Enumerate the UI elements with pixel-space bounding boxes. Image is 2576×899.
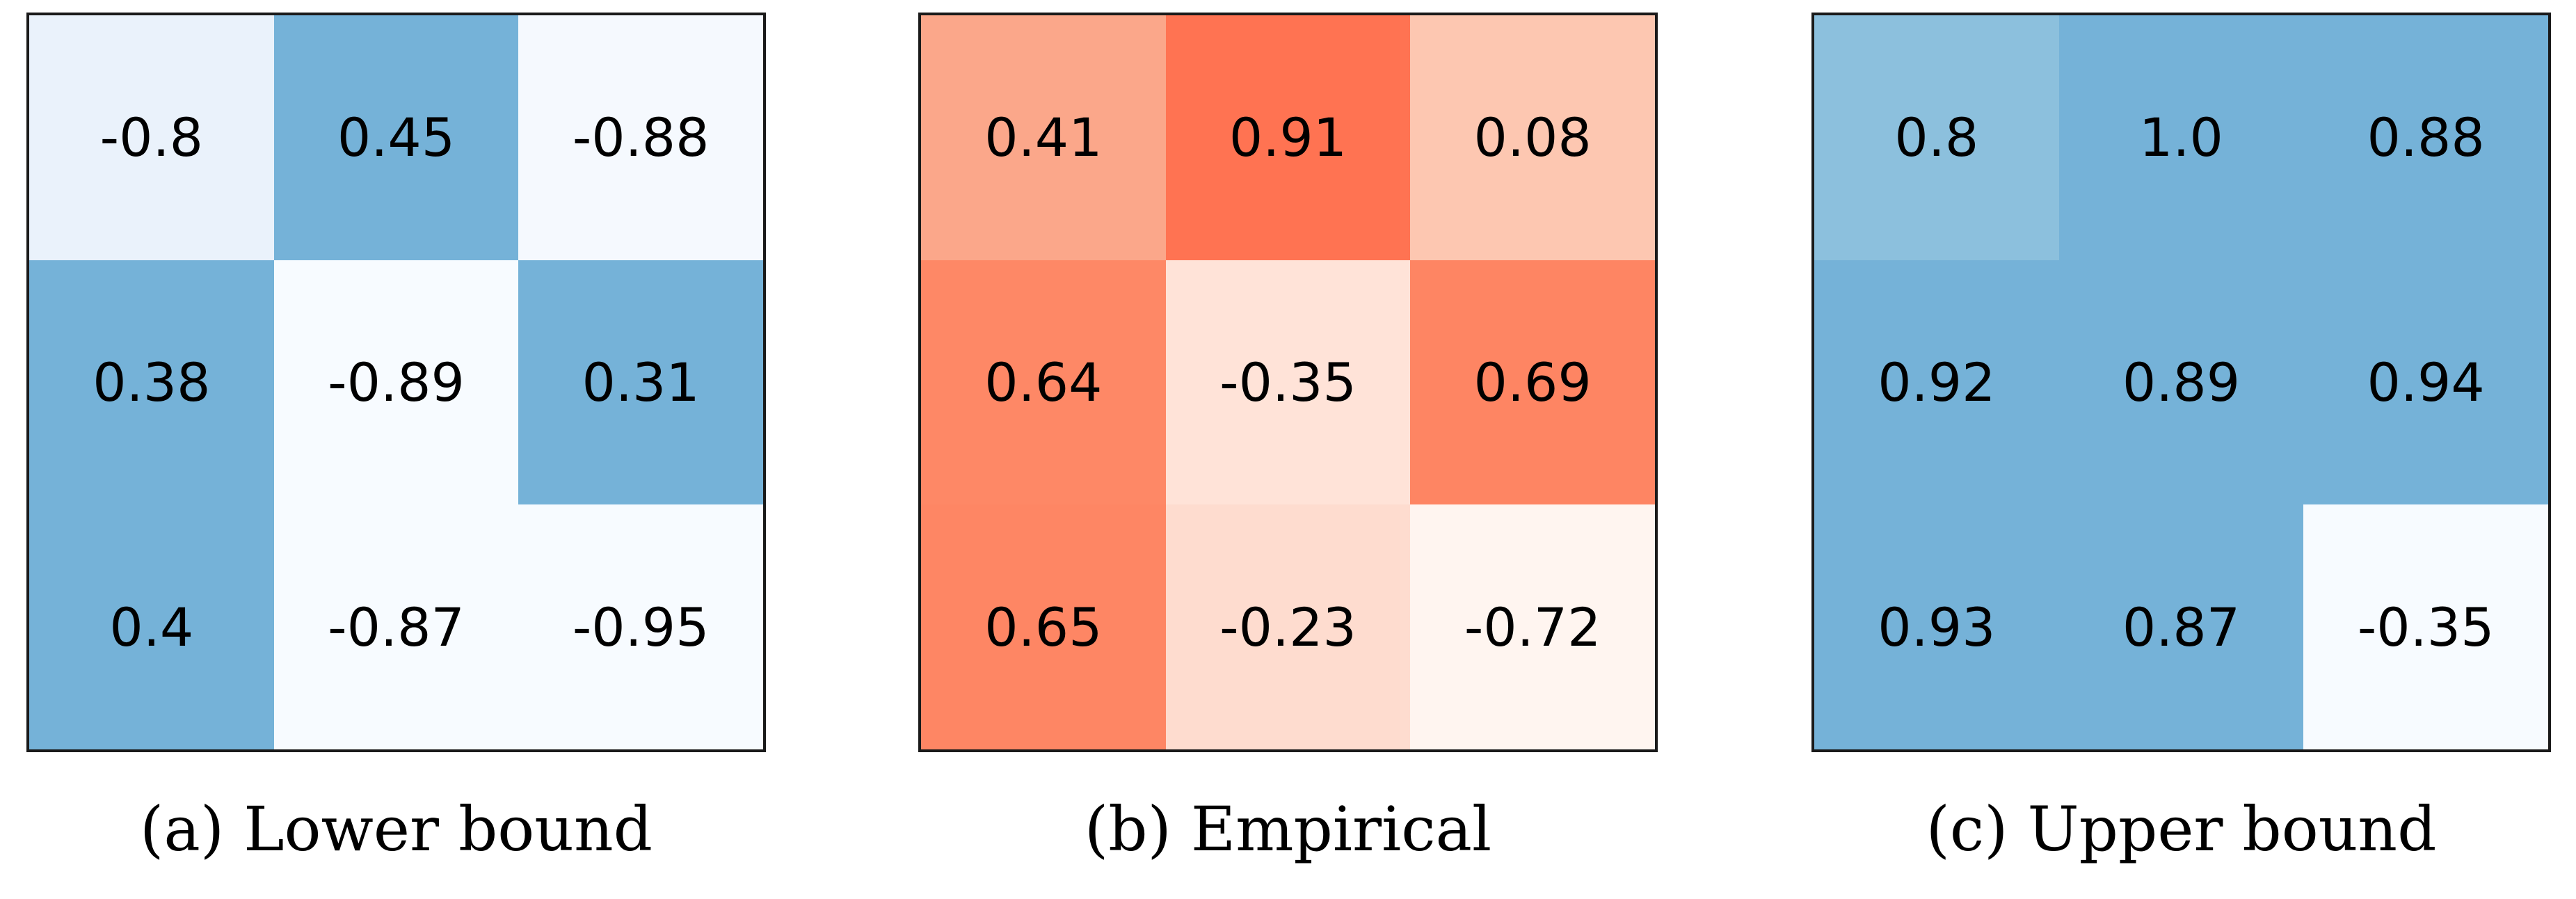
heatmap-cell-r1-c1: -0.35	[1165, 260, 1411, 505]
heatmap-cell-r1-c0: 0.64	[921, 260, 1166, 505]
heatmap-cell-r2-c0: 0.65	[921, 504, 1166, 749]
heatmap-cell-r1-c1: 0.89	[2058, 260, 2304, 505]
heatmap-lower-bound: -0.8 0.45 -0.88 0.38 -0.89 0.31 0.4 -0.87 -0.95	[26, 13, 766, 752]
heatmap-cell-r0-c2: -0.88	[518, 15, 763, 260]
heatmap-empirical: 0.41 0.91 0.08 0.64 -0.35 0.69 0.65 -0.23 -0.72	[918, 13, 1658, 752]
caption-empirical: (b) Empirical	[1084, 793, 1492, 865]
heatmap-cell-r2-c2: -0.95	[518, 504, 763, 749]
heatmap-cell-r1-c1: -0.89	[273, 260, 519, 505]
heatmap-cell-r2-c1: -0.23	[1165, 504, 1411, 749]
heatmap-cell-r1-c0: 0.92	[1814, 260, 2059, 505]
heatmap-cell-r0-c0: -0.8	[29, 15, 274, 260]
heatmap-cell-r2-c1: -0.87	[273, 504, 519, 749]
heatmap-cell-r0-c0: 0.8	[1814, 15, 2059, 260]
caption-lower-bound: (a) Lower bound	[140, 793, 653, 865]
heatmap-cell-r0-c2: 0.08	[1410, 15, 1655, 260]
heatmap-cell-r1-c2: 0.31	[518, 260, 763, 505]
heatmap-grid: 0.8 1.0 0.88 0.92 0.89 0.94 0.93 0.87 -0.35	[1814, 15, 2548, 749]
heatmap-cell-r1-c0: 0.38	[29, 260, 274, 505]
heatmap-cell-r2-c2: -0.35	[2303, 504, 2548, 749]
heatmap-cell-r2-c0: 0.93	[1814, 504, 2059, 749]
heatmap-cell-r1-c2: 0.94	[2303, 260, 2548, 505]
heatmap-cell-r2-c1: 0.87	[2058, 504, 2304, 749]
heatmap-cell-r1-c2: 0.69	[1410, 260, 1655, 505]
heatmap-cell-r0-c0: 0.41	[921, 15, 1166, 260]
heatmap-cell-r0-c2: 0.88	[2303, 15, 2548, 260]
heatmap-cell-r2-c0: 0.4	[29, 504, 274, 749]
heatmap-upper-bound: 0.8 1.0 0.88 0.92 0.89 0.94 0.93 0.87 -0.35	[1811, 13, 2551, 752]
heatmap-cell-r0-c1: 0.91	[1165, 15, 1411, 260]
heatmap-cell-r0-c1: 1.0	[2058, 15, 2304, 260]
heatmap-grid: -0.8 0.45 -0.88 0.38 -0.89 0.31 0.4 -0.87 -0.95	[29, 15, 763, 749]
heatmap-cell-r0-c1: 0.45	[273, 15, 519, 260]
heatmap-cell-r2-c2: -0.72	[1410, 504, 1655, 749]
heatmap-grid: 0.41 0.91 0.08 0.64 -0.35 0.69 0.65 -0.23 -0.72	[921, 15, 1655, 749]
caption-upper-bound: (c) Upper bound	[1926, 793, 2437, 865]
